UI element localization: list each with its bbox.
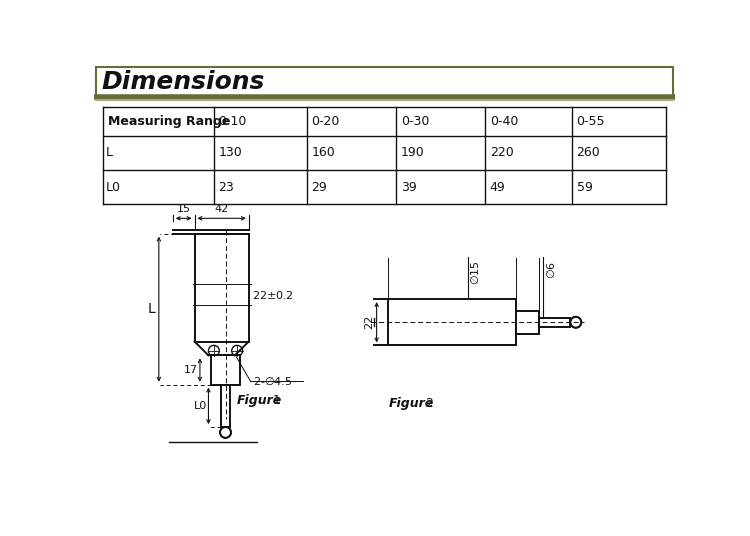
Text: Dimensions: Dimensions	[101, 70, 265, 94]
Text: 17: 17	[184, 365, 198, 375]
Circle shape	[220, 428, 230, 437]
Text: 190: 190	[400, 146, 424, 159]
Text: 0-55: 0-55	[577, 115, 605, 128]
Bar	[96, 66, 673, 98]
Text: 23: 23	[218, 181, 234, 193]
Text: 2-$\emptyset$4.5: 2-$\emptyset$4.5	[253, 375, 292, 387]
Text: 130: 130	[218, 146, 242, 159]
Text: 59: 59	[577, 181, 592, 193]
Text: L0: L0	[106, 181, 122, 193]
Text: 220: 220	[490, 146, 514, 159]
Bar	[539, 318, 570, 327]
Text: L0: L0	[194, 401, 207, 411]
Text: L: L	[106, 146, 113, 159]
Text: 22: 22	[364, 315, 374, 330]
Text: L: L	[148, 302, 156, 316]
Text: $\emptyset$6: $\emptyset$6	[544, 260, 556, 279]
Text: 2: 2	[425, 397, 433, 410]
Text: 22$\pm$0.2: 22$\pm$0.2	[252, 289, 293, 301]
Bar	[388, 299, 516, 345]
Text: 39: 39	[400, 181, 416, 193]
Text: 0-30: 0-30	[400, 115, 429, 128]
Text: 0-20: 0-20	[311, 115, 340, 128]
Bar	[211, 355, 240, 385]
Text: 0-10: 0-10	[218, 115, 247, 128]
Text: 15: 15	[177, 204, 190, 214]
Text: 42: 42	[214, 204, 229, 214]
Text: 260: 260	[577, 146, 600, 159]
Bar	[516, 311, 539, 334]
Text: Figure: Figure	[236, 393, 281, 406]
Bar	[220, 385, 230, 427]
Circle shape	[571, 317, 580, 327]
Text: Measuring Range: Measuring Range	[108, 115, 230, 128]
Text: 49: 49	[490, 181, 506, 193]
Text: $\emptyset$15: $\emptyset$15	[470, 260, 482, 286]
Text: 160: 160	[311, 146, 335, 159]
Text: Figure: Figure	[388, 397, 433, 410]
Text: 0-40: 0-40	[490, 115, 518, 128]
Text: 29: 29	[311, 181, 327, 193]
Text: 1: 1	[273, 393, 280, 406]
Bar	[194, 234, 249, 341]
